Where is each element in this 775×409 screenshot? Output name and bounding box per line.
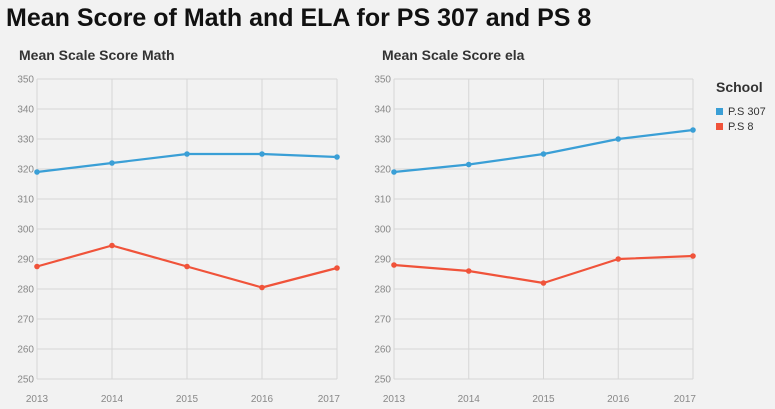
ela-line-chart: 250 260 270 280 290 300 310 320 330 340 350 2013 201… [374, 75, 697, 406]
data-point[interactable] [690, 127, 696, 133]
x-tick-label: 2015 [532, 394, 555, 405]
x-tick-label: 2017 [318, 394, 341, 405]
data-point[interactable] [184, 151, 190, 157]
legend-item-ps307[interactable]: P.S 307 [716, 104, 766, 119]
y-tick-label: 290 [374, 255, 391, 266]
legend-swatch-ps307 [716, 108, 723, 115]
x-tick-label: 2016 [251, 394, 274, 405]
y-tick-label: 310 [374, 195, 391, 206]
data-point[interactable] [465, 268, 472, 274]
data-point[interactable] [109, 242, 115, 249]
legend-label-ps8: P.S 8 [728, 120, 754, 133]
y-tick-label: 280 [17, 285, 34, 296]
y-tick-label: 350 [17, 75, 34, 86]
data-point[interactable] [334, 265, 340, 271]
x-tick-label: 2017 [674, 394, 697, 405]
data-point[interactable] [109, 160, 115, 166]
y-tick-label: 290 [17, 255, 34, 266]
data-point[interactable] [540, 151, 547, 157]
math-line-chart: 250 260 270 280 290 300 310 320 330 340 350 2013 201… [17, 75, 341, 406]
x-tick-label: 2013 [26, 394, 49, 405]
data-point[interactable] [391, 169, 397, 175]
legend-item-ps8[interactable]: P.S 8 [716, 119, 766, 134]
x-tick-label: 2015 [176, 394, 199, 405]
data-point[interactable] [34, 169, 40, 175]
page-title: Mean Score of Math and ELA for PS 307 an… [6, 4, 592, 32]
x-tick-label: 2016 [607, 394, 630, 405]
data-point[interactable] [540, 280, 547, 286]
y-tick-label: 350 [374, 75, 391, 86]
legend-label-ps307: P.S 307 [728, 105, 766, 118]
y-tick-label: 260 [374, 345, 391, 356]
ela-chart-title: Mean Scale Score ela [382, 47, 525, 63]
legend-swatch-ps8 [716, 123, 723, 130]
y-tick-label: 330 [17, 135, 34, 146]
y-tick-label: 310 [17, 195, 34, 206]
data-point[interactable] [334, 154, 340, 160]
y-tick-label: 320 [17, 165, 34, 176]
data-point[interactable] [615, 256, 622, 262]
y-tick-label: 340 [17, 105, 34, 116]
y-tick-label: 340 [374, 105, 391, 116]
data-point[interactable] [615, 136, 622, 142]
data-point[interactable] [465, 161, 472, 168]
y-tick-label: 280 [374, 285, 391, 296]
y-tick-label: 320 [374, 165, 391, 176]
y-tick-label: 250 [17, 375, 34, 386]
data-point[interactable] [34, 263, 40, 270]
legend: School P.S 307 P.S 8 [716, 79, 766, 134]
y-tick-label: 250 [374, 375, 391, 386]
data-point[interactable] [391, 262, 397, 268]
y-tick-label: 270 [374, 315, 391, 326]
y-tick-label: 300 [374, 225, 391, 236]
data-point[interactable] [184, 263, 190, 270]
x-tick-label: 2013 [383, 394, 406, 405]
x-tick-label: 2014 [101, 394, 124, 405]
x-tick-label: 2014 [458, 394, 481, 405]
y-tick-label: 330 [374, 135, 391, 146]
y-tick-label: 300 [17, 225, 34, 236]
data-point[interactable] [259, 284, 265, 291]
data-point[interactable] [690, 253, 696, 259]
y-tick-label: 260 [17, 345, 34, 356]
data-point[interactable] [259, 151, 265, 157]
y-tick-label: 270 [17, 315, 34, 326]
legend-title: School [716, 79, 763, 95]
math-chart-title: Mean Scale Score Math [19, 47, 175, 63]
